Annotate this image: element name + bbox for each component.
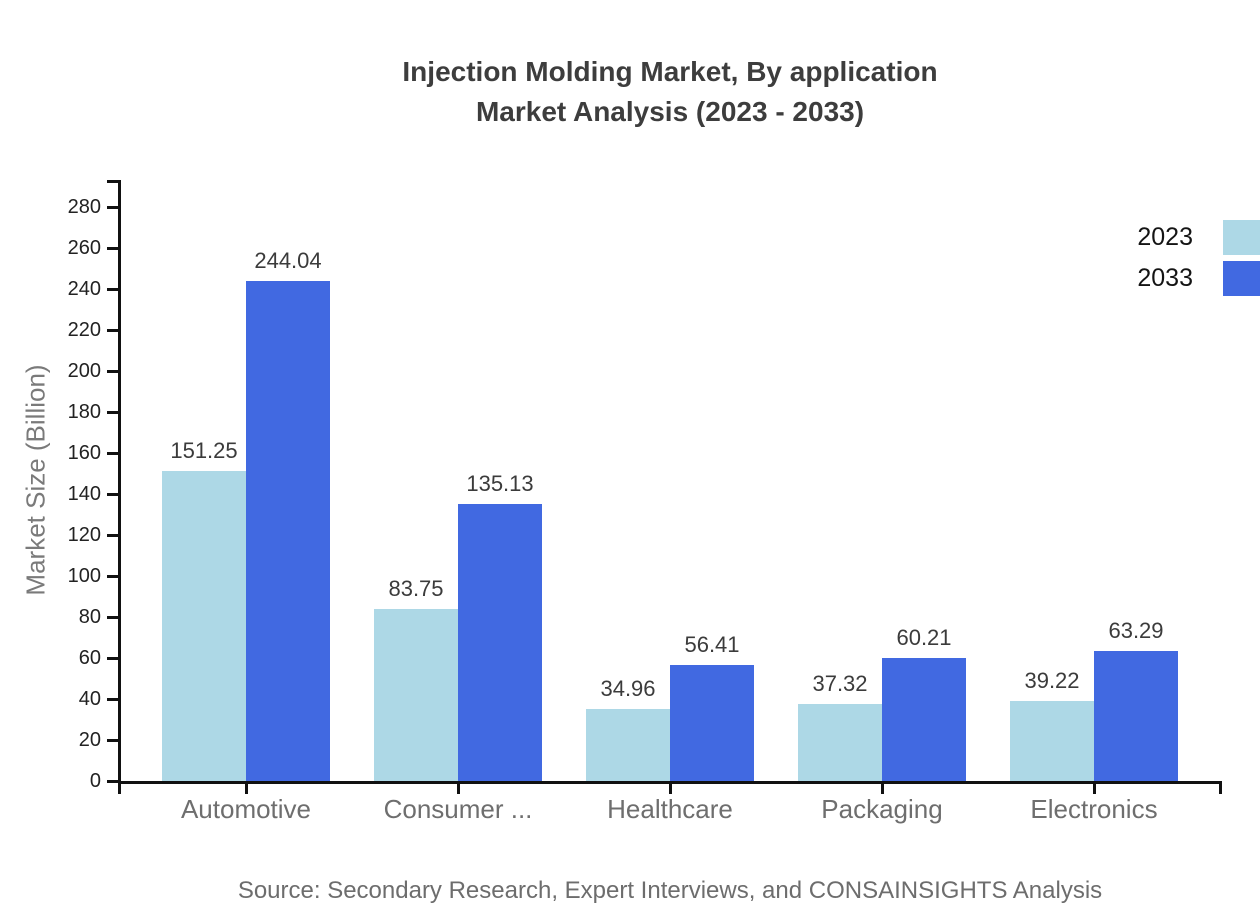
category-label-automotive: Automotive [180,794,312,824]
y-tick-label: 60 [78,647,101,669]
y-tick-label: 120 [67,524,101,546]
y-axis-line [118,180,121,784]
value-label-2033-electronics: 63.29 [1108,618,1164,643]
value-label-2033-healthcare: 56.41 [684,632,740,657]
x-axis-tick [245,781,248,794]
y-tick-label: 20 [78,729,101,751]
bar-2033-electronics [1094,651,1178,781]
x-axis-tick [669,781,672,794]
y-tick-label: 160 [67,442,101,464]
value-label-2023-packaging: 37.32 [812,671,868,696]
y-tick-label: 260 [67,237,101,259]
y-axis-tick [107,329,118,332]
y-tick-label: 220 [67,319,101,341]
y-axis-tick [107,534,118,537]
bar-2023-automotive [162,471,246,781]
y-tick-label: 200 [67,360,101,382]
bar-2033-consumer [458,504,542,781]
y-tick-label: 180 [67,401,101,423]
chart-title-line1: Injection Molding Market, By application [402,56,938,87]
bar-2023-consumer [374,609,458,781]
bar-2033-packaging [882,658,966,781]
y-axis-tick [107,288,118,291]
category-label-electronics: Electronics [1030,794,1158,824]
y-axis-tick [107,575,118,578]
bar-2023-packaging [798,704,882,781]
x-axis-end-tick [1219,781,1222,794]
y-axis-tick [107,206,118,209]
value-label-2033-packaging: 60.21 [896,625,952,650]
y-axis-tick [107,780,118,783]
bar-2033-automotive [246,281,330,781]
value-label-2033-consumer: 135.13 [466,471,534,496]
y-axis-end-cap [107,180,118,183]
category-label-packaging: Packaging [821,794,943,824]
value-label-2023-electronics: 39.22 [1024,668,1080,693]
category-label-healthcare: Healthcare [607,794,733,824]
y-axis-tick [107,616,118,619]
chart-title: Injection Molding Market, By application… [80,52,1260,132]
value-label-2033-automotive: 244.04 [254,248,322,273]
y-axis-tick [107,739,118,742]
x-axis-tick [1093,781,1096,794]
y-tick-label: 100 [67,565,101,587]
y-tick-label: 140 [67,483,101,505]
legend-label-2033: 2033 [1137,264,1193,292]
y-tick-label: 0 [89,770,101,792]
y-tick-label: 40 [78,688,101,710]
category-label-consumer: Consumer ... [383,794,533,824]
y-axis-tick [107,493,118,496]
value-label-2023-automotive: 151.25 [170,438,238,463]
y-axis-tick [107,411,118,414]
legend-swatch-2033 [1223,261,1260,296]
x-axis-tick [881,781,884,794]
y-tick-label: 80 [78,606,101,628]
source-note: Source: Secondary Research, Expert Inter… [237,877,1103,904]
y-axis-tick [107,698,118,701]
legend-swatch-2023 [1223,220,1260,255]
y-axis-tick [107,452,118,455]
y-axis-tick [107,657,118,660]
y-tick-label: 280 [67,196,101,218]
bar-2033-healthcare [670,665,754,781]
x-axis-start-tick [118,781,121,794]
value-label-2023-healthcare: 34.96 [600,676,656,701]
bar-2023-electronics [1010,701,1094,781]
chart-title-line2: Market Analysis (2023 - 2033) [475,96,865,127]
legend-label-2023: 2023 [1137,223,1193,251]
bar-2023-healthcare [586,709,670,781]
y-axis-tick [107,370,118,373]
value-label-2023-consumer: 83.75 [388,576,444,601]
y-axis-tick [107,247,118,250]
x-axis-tick [457,781,460,794]
y-tick-label: 240 [67,278,101,300]
